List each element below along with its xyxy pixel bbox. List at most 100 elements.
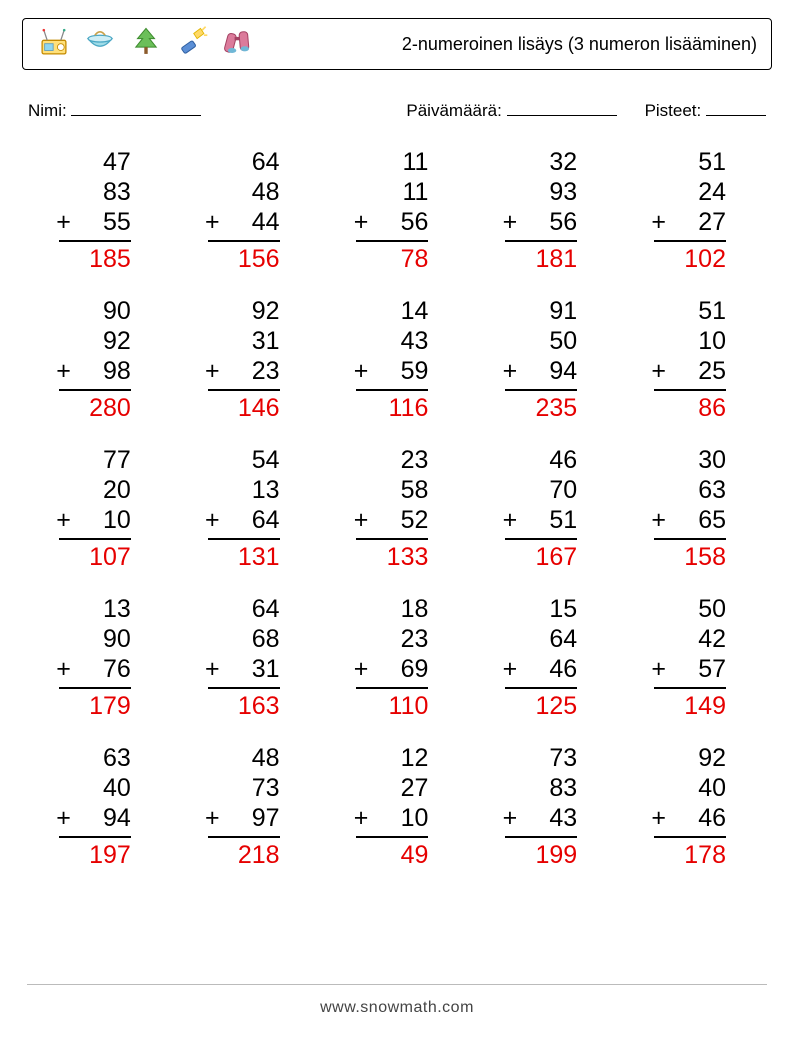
addend-3-row: +10 — [354, 803, 429, 833]
addend-3-row: +25 — [651, 356, 726, 386]
addend-1: 14 — [370, 296, 428, 326]
addition-problem: 9231+23146 — [179, 296, 318, 423]
addend-3-row: +31 — [205, 654, 280, 684]
addition-problem: 3293+56181 — [476, 147, 615, 274]
flashlight-icon — [175, 25, 209, 64]
problems-grid: 4783+551856448+441561111+56783293+561815… — [22, 147, 772, 870]
addition-problem: 7720+10107 — [30, 445, 169, 572]
header-box: 2-numeroinen lisäys (3 numeron lisäämine… — [22, 18, 772, 70]
addend-3-row: +76 — [56, 654, 131, 684]
addend-3: 57 — [668, 654, 726, 684]
addend-2: 48 — [222, 177, 280, 207]
sum-rule — [59, 687, 131, 689]
addend-1: 15 — [519, 594, 577, 624]
plus-sign: + — [503, 803, 518, 833]
addend-3: 64 — [222, 505, 280, 535]
sum-rule — [208, 687, 280, 689]
addition-problem: 4670+51167 — [476, 445, 615, 572]
addend-2: 40 — [73, 773, 131, 803]
addition-problem: 5042+57149 — [625, 594, 764, 721]
answer: 156 — [222, 244, 280, 274]
plus-sign: + — [56, 207, 71, 237]
plus-sign: + — [56, 356, 71, 386]
addend-3-row: +55 — [56, 207, 131, 237]
plus-sign: + — [503, 654, 518, 684]
date-blank — [507, 98, 617, 116]
answer: 167 — [519, 542, 577, 572]
addend-1: 51 — [668, 147, 726, 177]
answer: 131 — [222, 542, 280, 572]
addend-1: 64 — [222, 147, 280, 177]
plus-sign: + — [651, 803, 666, 833]
addend-2: 24 — [668, 177, 726, 207]
addend-3: 23 — [222, 356, 280, 386]
addend-3: 94 — [519, 356, 577, 386]
sum-rule — [505, 389, 577, 391]
addition-problem: 5124+27102 — [625, 147, 764, 274]
addend-3: 59 — [370, 356, 428, 386]
sum-rule — [505, 687, 577, 689]
addend-3: 44 — [222, 207, 280, 237]
addend-3: 10 — [370, 803, 428, 833]
addend-3-row: +56 — [354, 207, 429, 237]
tree-icon — [129, 25, 163, 64]
addend-3: 94 — [73, 803, 131, 833]
addend-3: 56 — [519, 207, 577, 237]
answer: 163 — [222, 691, 280, 721]
addend-2: 83 — [73, 177, 131, 207]
addend-1: 91 — [519, 296, 577, 326]
addition-problem: 9092+98280 — [30, 296, 169, 423]
addend-3: 69 — [370, 654, 428, 684]
addend-2: 92 — [73, 326, 131, 356]
answer: 149 — [668, 691, 726, 721]
addend-2: 90 — [73, 624, 131, 654]
addend-2: 43 — [370, 326, 428, 356]
addend-1: 73 — [519, 743, 577, 773]
addend-2: 40 — [668, 773, 726, 803]
answer: 197 — [73, 840, 131, 870]
addend-3: 76 — [73, 654, 131, 684]
answer: 146 — [222, 393, 280, 423]
sum-rule — [208, 836, 280, 838]
score-blank — [706, 98, 766, 116]
addend-3: 10 — [73, 505, 131, 535]
footer-divider — [27, 984, 767, 985]
addend-1: 92 — [222, 296, 280, 326]
answer: 49 — [370, 840, 428, 870]
plus-sign: + — [205, 356, 220, 386]
answer: 178 — [668, 840, 726, 870]
addend-3-row: +46 — [503, 654, 578, 684]
addition-problem: 4873+97218 — [179, 743, 318, 870]
score-label: Pisteet: — [645, 101, 702, 120]
sum-rule — [356, 538, 428, 540]
sum-rule — [59, 836, 131, 838]
addition-problem: 2358+52133 — [328, 445, 467, 572]
name-blank — [71, 98, 201, 116]
addend-2: 23 — [370, 624, 428, 654]
addend-2: 73 — [222, 773, 280, 803]
addend-2: 68 — [222, 624, 280, 654]
sum-rule — [654, 836, 726, 838]
addend-2: 64 — [519, 624, 577, 654]
addition-problem: 7383+43199 — [476, 743, 615, 870]
answer: 181 — [519, 244, 577, 274]
addend-3-row: +98 — [56, 356, 131, 386]
plus-sign: + — [205, 803, 220, 833]
answer: 102 — [668, 244, 726, 274]
addend-2: 93 — [519, 177, 577, 207]
addend-1: 46 — [519, 445, 577, 475]
addition-problem: 5110+2586 — [625, 296, 764, 423]
answer: 133 — [370, 542, 428, 572]
addend-2: 42 — [668, 624, 726, 654]
addition-problem: 1111+5678 — [328, 147, 467, 274]
plus-sign: + — [651, 505, 666, 535]
footer: www.snowmath.com — [0, 984, 794, 1017]
addition-problem: 1390+76179 — [30, 594, 169, 721]
addend-3-row: +97 — [205, 803, 280, 833]
addend-2: 63 — [668, 475, 726, 505]
plus-sign: + — [651, 207, 666, 237]
plus-sign: + — [503, 207, 518, 237]
addend-3: 51 — [519, 505, 577, 535]
answer: 218 — [222, 840, 280, 870]
plus-sign: + — [651, 356, 666, 386]
